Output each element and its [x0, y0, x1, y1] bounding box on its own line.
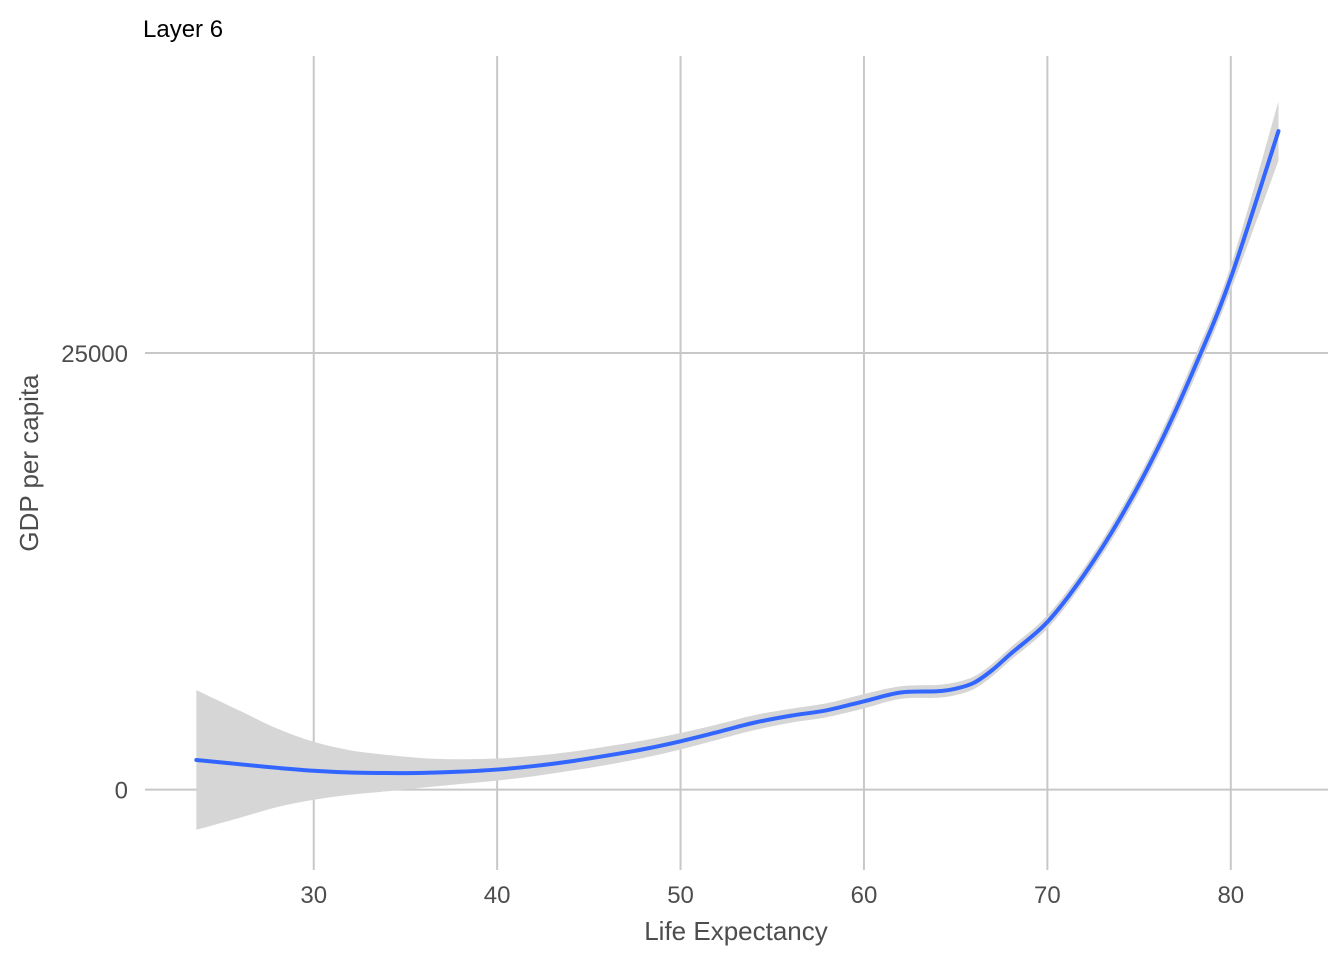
x-tick-label: 70	[1034, 882, 1061, 909]
chart-title: Layer 6	[143, 16, 223, 43]
x-tick-label: 40	[484, 882, 511, 909]
x-tick-label: 30	[300, 882, 327, 909]
x-grid-lines	[312, 56, 1232, 870]
x-axis-title: Life Expectancy	[644, 916, 828, 946]
y-axis-title: GDP per capita	[14, 374, 44, 552]
y-tick-label: 0	[115, 778, 128, 805]
y-tick-labels: 0 25000	[61, 341, 128, 805]
x-tick-label: 80	[1217, 882, 1244, 909]
confidence-band	[196, 101, 1279, 830]
x-tick-label: 50	[667, 882, 694, 909]
y-tick-label: 25000	[61, 341, 128, 368]
fit-line	[194, 129, 1281, 776]
x-tick-labels: 30 40 50 60 70 80	[300, 882, 1244, 909]
x-tick-label: 60	[851, 882, 878, 909]
